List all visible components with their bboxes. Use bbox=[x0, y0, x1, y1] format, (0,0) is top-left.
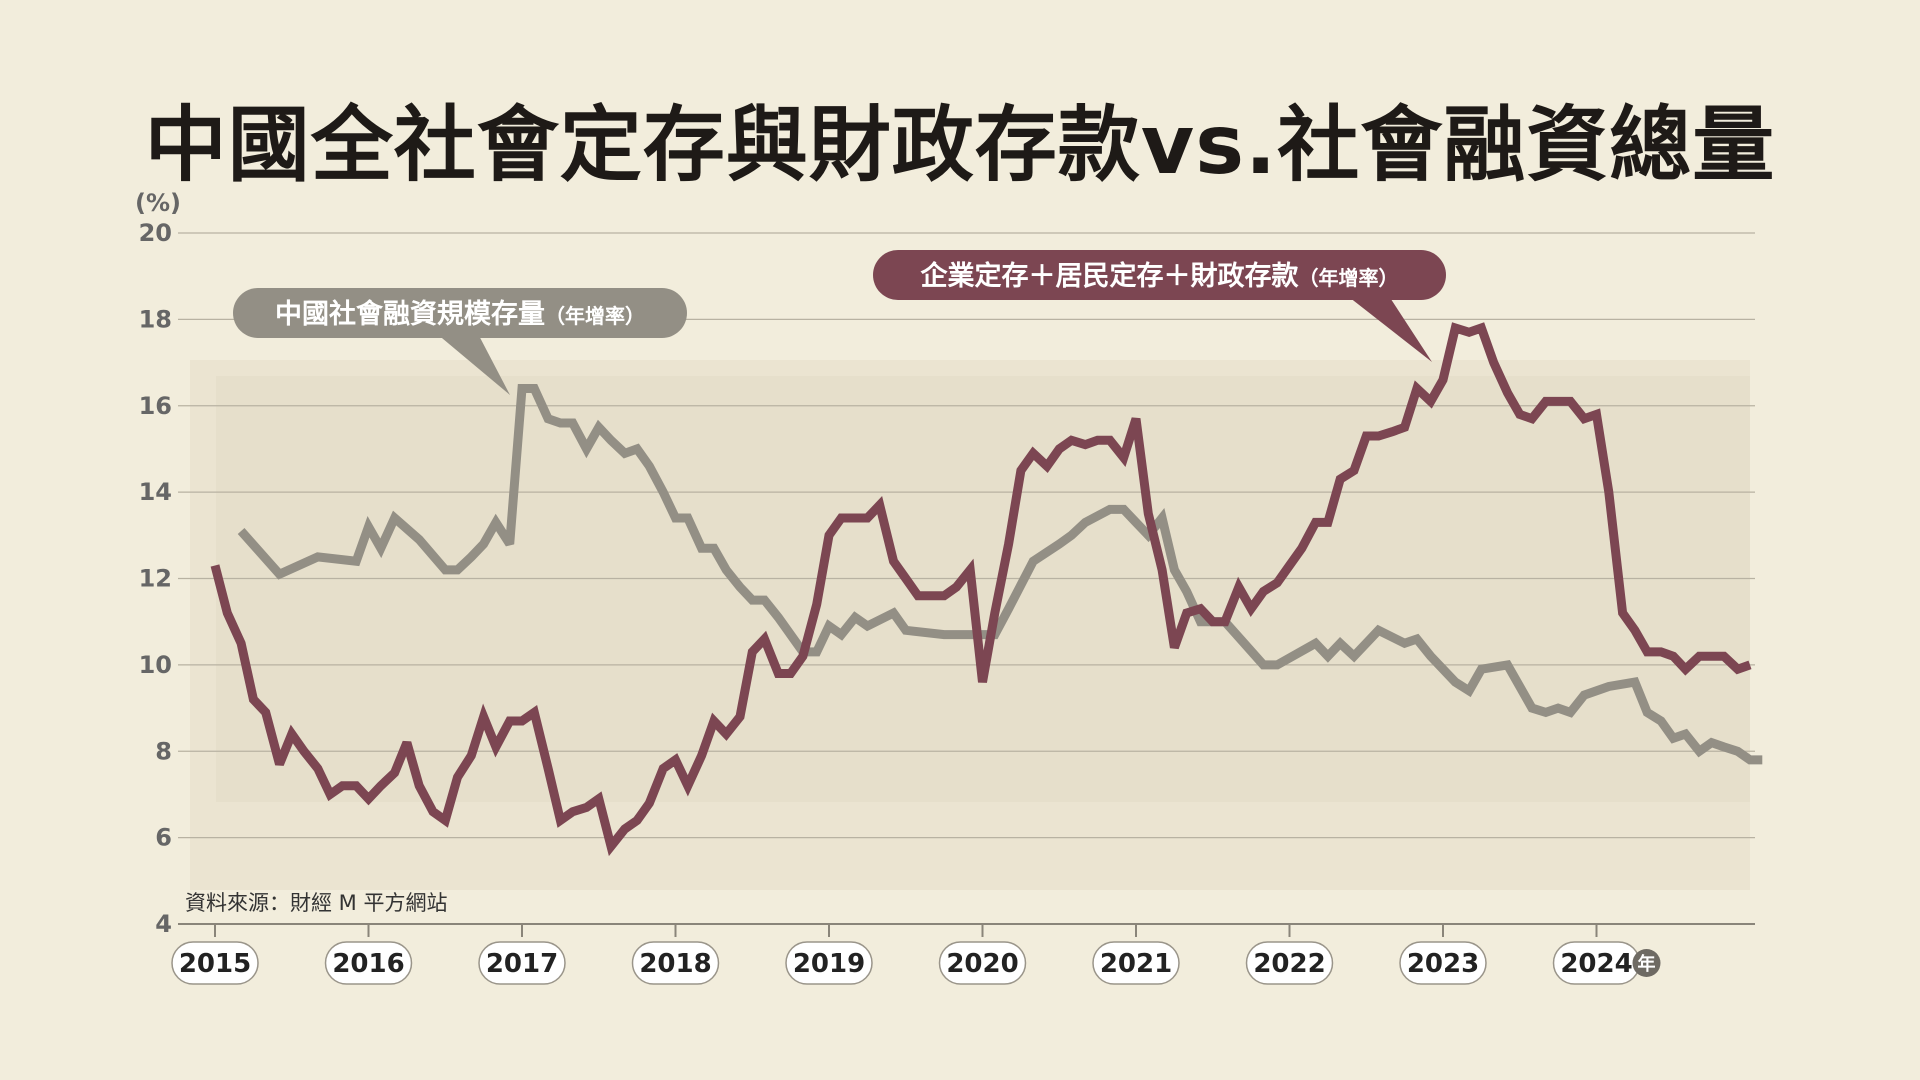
year-pill bbox=[938, 941, 1027, 985]
x-tick-label: 2021 bbox=[1100, 949, 1172, 979]
year-unit-badge bbox=[1632, 949, 1661, 977]
year-pill bbox=[631, 941, 720, 985]
year-pill bbox=[785, 941, 873, 985]
x-tick-label: 2016 bbox=[332, 949, 404, 979]
y-tick-label: 16 bbox=[139, 392, 172, 420]
x-tick-label: 2020 bbox=[946, 949, 1018, 979]
y-tick-label: 6 bbox=[155, 824, 172, 852]
year-pill bbox=[1399, 941, 1487, 985]
x-tick-label: 2024 bbox=[1560, 949, 1632, 979]
series-lines bbox=[210, 322, 1763, 857]
x-tick-label: 2018 bbox=[639, 949, 711, 979]
grid-lines bbox=[178, 232, 1755, 925]
y-tick-label: 14 bbox=[139, 478, 172, 506]
y-tick-label: 10 bbox=[139, 651, 172, 679]
callout-pointer bbox=[430, 328, 510, 395]
plot-band-inner bbox=[216, 376, 1750, 802]
x-tick-label: 2017 bbox=[486, 949, 558, 979]
y-axis: 4 6 8 10 12 14 16 18 20 bbox=[139, 219, 172, 938]
y-tick-label: 20 bbox=[139, 219, 172, 247]
x-axis: 2015 2016 2017 2018 2019 2020 2021 2022 2023 2024… bbox=[171, 924, 1661, 985]
callout-pointer bbox=[1340, 290, 1432, 362]
y-unit-label: (%) bbox=[135, 189, 181, 217]
x-tick-label: 2022 bbox=[1253, 949, 1325, 979]
chart-title: 中國全社會定存與財政存款vs.社會融資總量 bbox=[144, 98, 1776, 193]
x-tick-label: 2015 bbox=[179, 949, 251, 979]
callout-box bbox=[233, 288, 687, 338]
callouts: 企業定存＋居民定存＋財政存款（年增率） 中國社會融資規模存量（年增率） bbox=[233, 250, 1446, 395]
y-tick-label: 18 bbox=[139, 305, 172, 333]
source-note: 資料來源：財經 M 平方網站 bbox=[185, 891, 447, 915]
y-tick-label: 12 bbox=[139, 565, 172, 593]
callout-box bbox=[873, 250, 1446, 300]
year-unit-label: 年 bbox=[1638, 953, 1656, 975]
year-pill bbox=[1245, 941, 1334, 985]
year-pill bbox=[478, 941, 566, 985]
year-pill bbox=[171, 941, 259, 985]
x-tick-label: 2023 bbox=[1407, 949, 1479, 979]
x-tick-label: 2019 bbox=[793, 949, 865, 979]
y-tick-label: 4 bbox=[155, 910, 172, 938]
year-pill bbox=[1092, 941, 1180, 985]
year-pill bbox=[324, 941, 413, 985]
series-legend-label: 中國社會融資規模存量（年增率） bbox=[275, 298, 645, 330]
series-line bbox=[210, 322, 1752, 857]
series-legend-label: 企業定存＋居民定存＋財政存款（年增率） bbox=[921, 260, 1399, 292]
y-tick-label: 8 bbox=[155, 737, 172, 765]
